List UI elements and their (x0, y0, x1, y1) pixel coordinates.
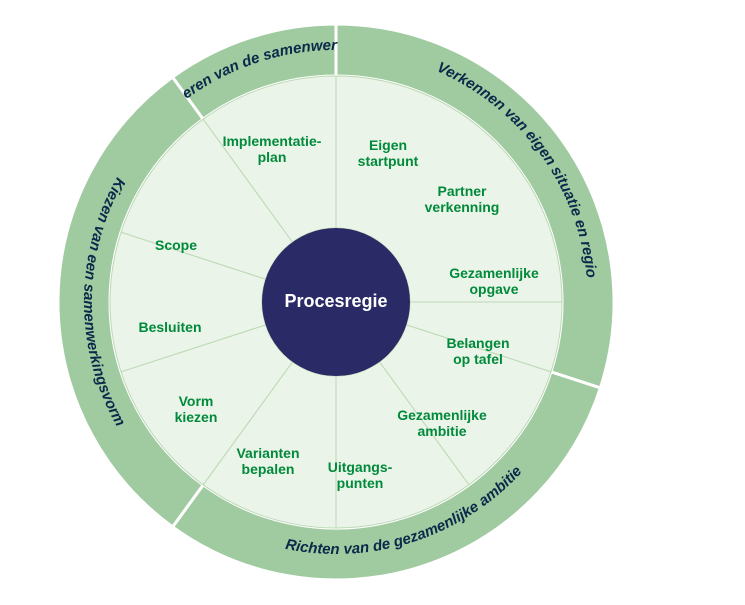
inner-label: Besluiten (138, 319, 201, 335)
inner-label: Scope (155, 237, 197, 253)
center-label: Procesregie (284, 291, 387, 311)
inner-label: Variantenbepalen (236, 445, 299, 477)
inner-label: Belangenop tafel (446, 335, 509, 367)
wheel-svg: ProcesregieEigenstartpuntPartnerverkenni… (0, 0, 745, 605)
inner-label: Uitgangs-punten (328, 459, 393, 491)
inner-label: Vormkiezen (175, 393, 218, 425)
diagram-stage: ProcesregieEigenstartpuntPartnerverkenni… (0, 0, 745, 605)
